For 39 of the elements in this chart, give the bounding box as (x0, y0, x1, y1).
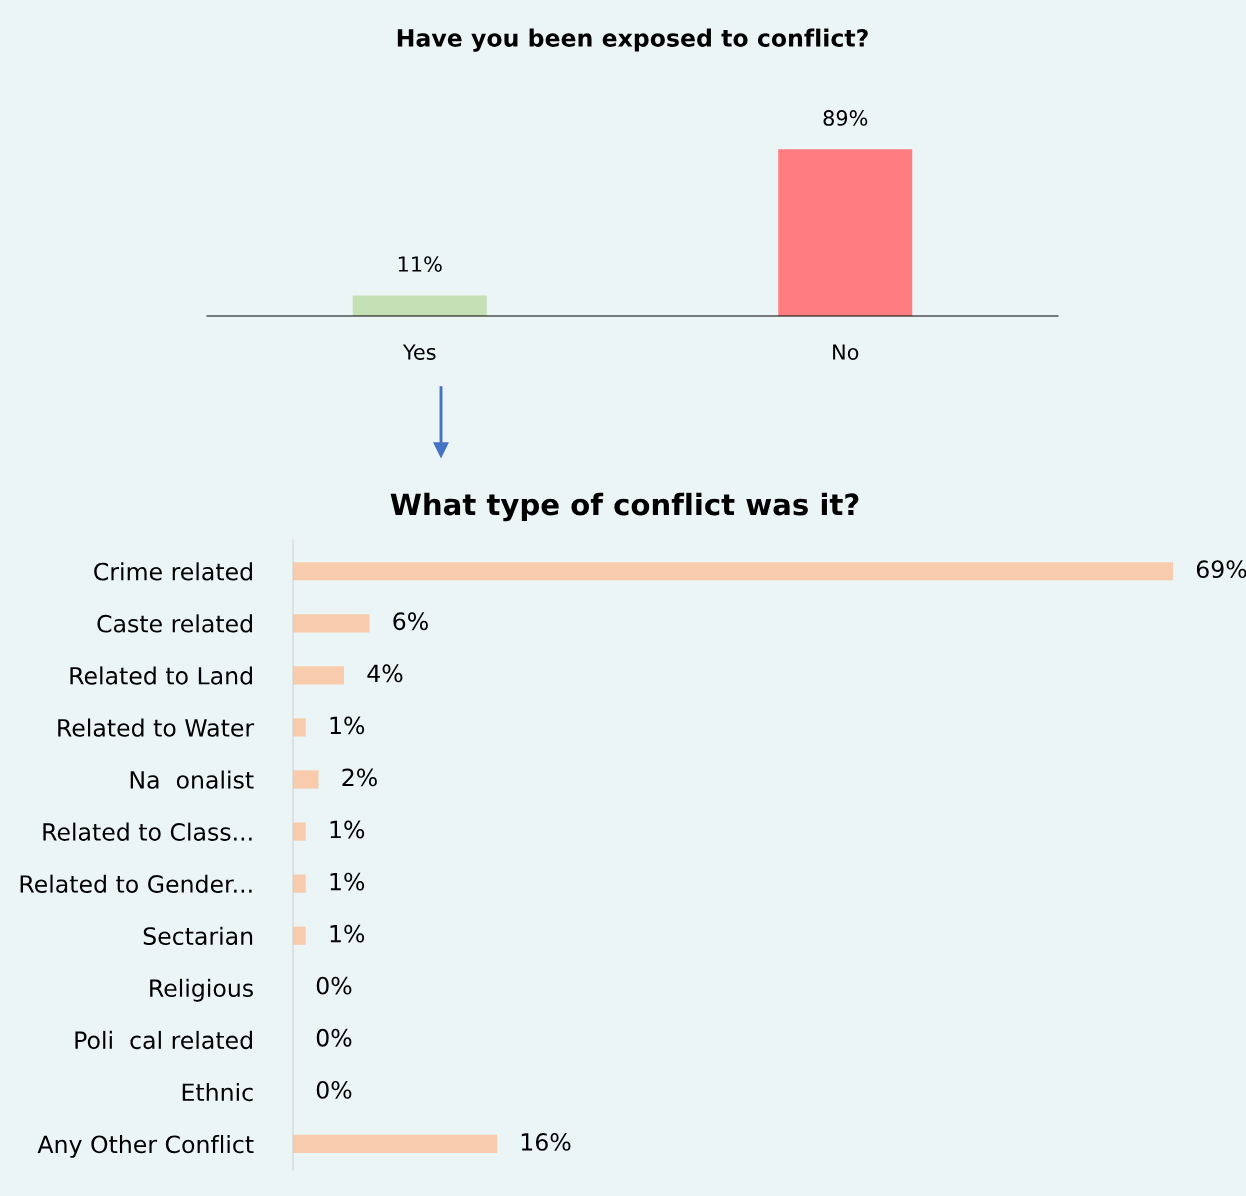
bar (293, 770, 319, 789)
y-tick-label: Related to Land (70, 666, 252, 685)
bar (293, 926, 306, 945)
chart-title: What type of conflict was it? (390, 492, 859, 522)
data-label: 4% (367, 664, 403, 683)
y-tick-label: Poli cal related (75, 1030, 252, 1050)
bar (293, 874, 306, 893)
bar (293, 562, 1173, 581)
data-label: 1% (330, 924, 365, 943)
x-tick-label: No (833, 344, 859, 360)
y-tick-label: Related to Water (58, 718, 255, 737)
y-tick-label: Caste related (97, 614, 252, 633)
data-label: 0% (316, 1080, 352, 1099)
y-tick-label: Related to Class... (43, 822, 252, 841)
y-tick-label: Religious (150, 978, 253, 1002)
data-label: 16% (521, 1132, 571, 1151)
y-tick-label: Sectarian (143, 926, 253, 946)
data-label: 1% (330, 820, 365, 839)
bar (293, 666, 345, 685)
bar (293, 822, 306, 841)
data-label: 89% (823, 110, 868, 126)
y-tick-label: Na onalist (130, 770, 254, 789)
data-label: 0% (316, 1028, 352, 1047)
data-label: 1% (330, 716, 365, 735)
chart-title: Have you been exposed to conflict? (397, 28, 868, 52)
data-label: 1% (330, 872, 365, 891)
y-tick-label: Any Other Conflict (37, 1135, 254, 1158)
data-label: 0% (316, 976, 352, 995)
data-label: 2% (342, 768, 377, 787)
data-label: 6% (393, 612, 428, 631)
x-tick-label: Yes (402, 344, 436, 360)
y-tick-label: Ethnic (182, 1082, 253, 1102)
bar (293, 1134, 498, 1154)
bar (293, 614, 370, 633)
y-tick-label: Crime related (94, 562, 252, 581)
data-label: 11% (398, 256, 442, 272)
data-label: 69% (1196, 560, 1246, 579)
y-tick-label: Related to Gender... (20, 874, 252, 893)
bar (293, 718, 306, 737)
